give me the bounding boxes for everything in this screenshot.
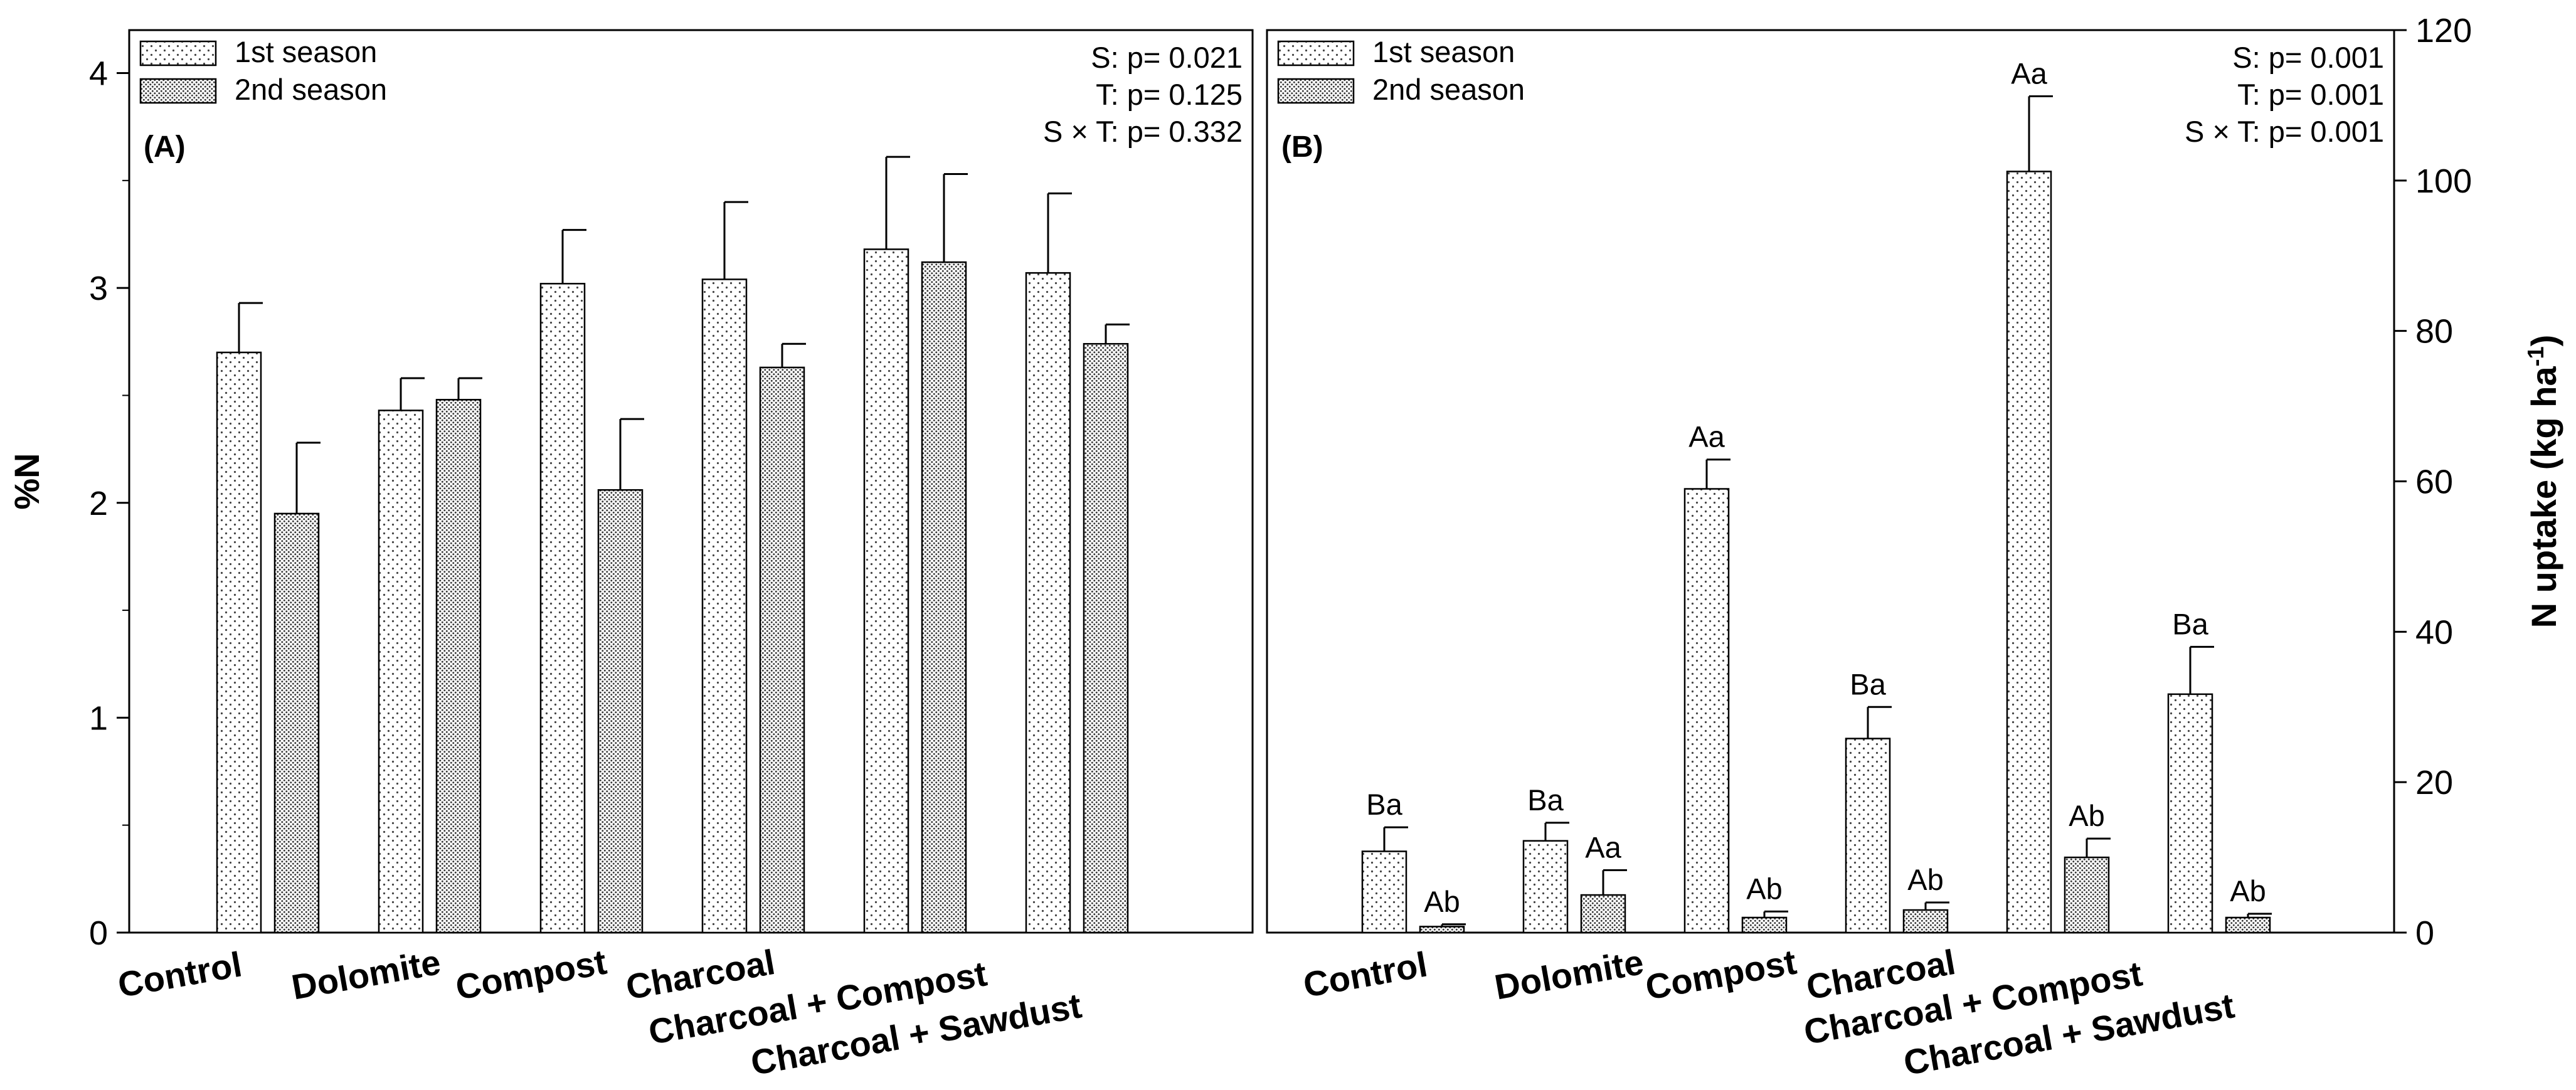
significance-letter: Ab — [2230, 874, 2266, 907]
y-tick-label: 1 — [89, 699, 108, 737]
legend-swatch-2 — [1277, 78, 1355, 104]
bar-season-1-5[interactable] — [2167, 693, 2213, 934]
x-category-label: Compost — [453, 942, 610, 1007]
significance-letter: Aa — [1585, 830, 1621, 864]
panel-label: (B) — [1281, 130, 1323, 164]
bar-season-2-1[interactable] — [1580, 894, 1626, 934]
legend-label: 2nd season — [1372, 73, 1525, 106]
stats-line: S × T: p= 0.001 — [2185, 115, 2384, 148]
x-category-label: Control — [1300, 944, 1430, 1005]
stats-line: T: p= 0.001 — [2237, 78, 2384, 111]
significance-letter: Aa — [2011, 57, 2047, 90]
x-category-label: Dolomite — [1492, 942, 1646, 1007]
panel-label: (A) — [144, 130, 186, 164]
bar-season-2-3[interactable] — [1902, 909, 1949, 934]
significance-letter: Ba — [1366, 788, 1402, 821]
significance-letter: Aa — [1688, 420, 1725, 453]
y-tick-label: 100 — [2415, 162, 2472, 200]
bar-season-1-5[interactable] — [1025, 272, 1071, 934]
bar-season-2-4[interactable] — [2064, 856, 2110, 934]
plot-frame — [128, 29, 1254, 934]
plot-frame — [1266, 29, 2395, 934]
y-tick-label: 40 — [2415, 613, 2453, 651]
legend-label: 1st season — [235, 35, 377, 68]
legend-label: 1st season — [1372, 35, 1515, 68]
bar-season-2-0[interactable] — [273, 512, 320, 934]
significance-letter: Ab — [2069, 799, 2105, 832]
significance-letter: Ab — [1907, 863, 1944, 896]
x-category-label: Dolomite — [289, 942, 443, 1007]
y-axis-label: %N — [7, 453, 46, 509]
bar-season-2-2[interactable] — [597, 489, 644, 934]
y-tick-label: 0 — [2415, 914, 2434, 952]
stats-line: T: p= 0.125 — [1096, 78, 1243, 111]
bar-season-2-0[interactable] — [1419, 926, 1465, 934]
bar-season-1-1[interactable] — [1522, 840, 1569, 934]
bar-season-2-5[interactable] — [2225, 916, 2271, 934]
legend: 1st season 2nd season — [1277, 35, 1525, 106]
y-axis-label-sup: -1 — [2523, 346, 2548, 366]
significance-letter: Ab — [1746, 872, 1783, 905]
stats-line: S: p= 0.021 — [1091, 41, 1243, 74]
legend-swatch-2 — [139, 78, 217, 104]
bar-season-1-4[interactable] — [863, 248, 909, 934]
bar-season-2-1[interactable] — [435, 399, 482, 934]
legend-swatch-1 — [1277, 40, 1355, 66]
significance-letter: Ba — [1850, 667, 1886, 701]
bar-season-1-3[interactable] — [701, 278, 748, 934]
y-tick-label: 4 — [89, 55, 108, 93]
bar-season-2-3[interactable] — [759, 366, 805, 934]
bar-season-1-2[interactable] — [1683, 488, 1730, 934]
bar-season-1-1[interactable] — [378, 410, 424, 934]
y-axis-label-end: ) — [2524, 335, 2563, 347]
y-tick-label: 3 — [89, 270, 108, 307]
y-axis-label: N uptake (kg ha-1) — [2523, 335, 2563, 628]
bar-season-1-0[interactable] — [1361, 850, 1407, 934]
significance-letter: Ba — [2172, 607, 2208, 640]
y-tick-label: 20 — [2415, 764, 2453, 802]
bar-season-1-3[interactable] — [1845, 738, 1891, 934]
y-tick-label: 120 — [2415, 12, 2472, 50]
bar-season-1-0[interactable] — [216, 351, 262, 934]
bar-season-2-5[interactable] — [1083, 342, 1129, 934]
y-tick-label: 2 — [89, 485, 108, 522]
y-axis-label-main: N uptake (kg ha — [2524, 366, 2563, 628]
legend-label: 2nd season — [235, 73, 387, 106]
bar-season-2-4[interactable] — [921, 261, 967, 934]
panel-b: 0 20 40 60 80 100 120 N uptake (kg ha-1) Ba Ba Aa B… — [1266, 12, 2563, 1082]
bar-season-1-4[interactable] — [2006, 171, 2052, 934]
y-tick-label: 60 — [2415, 463, 2453, 501]
y-tick-label: 0 — [89, 914, 108, 952]
significance-letter: Ab — [1424, 885, 1460, 918]
x-category-label: Compost — [1643, 942, 1799, 1007]
legend-swatch-1 — [139, 40, 217, 66]
bar-season-2-2[interactable] — [1741, 916, 1788, 934]
legend: 1st season 2nd season — [139, 35, 387, 106]
stats-line: S × T: p= 0.332 — [1043, 115, 1243, 148]
bar-season-1-2[interactable] — [539, 283, 586, 934]
significance-letter: Ba — [1527, 783, 1564, 817]
y-tick-label: 80 — [2415, 313, 2453, 351]
x-category-label: Control — [115, 944, 245, 1005]
stats-line: S: p= 0.001 — [2232, 41, 2384, 74]
